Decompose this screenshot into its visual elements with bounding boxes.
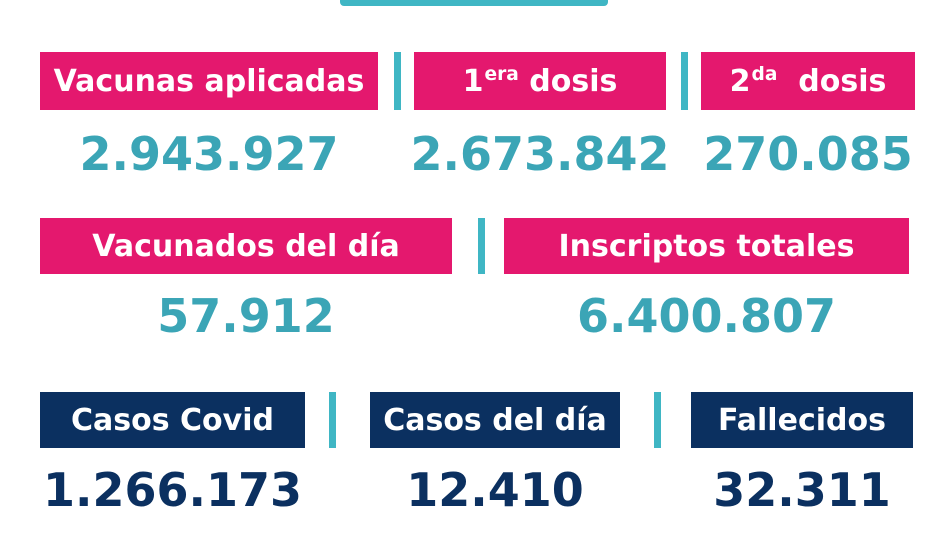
inscriptos-totales-value: 6.400.807 xyxy=(577,289,836,343)
segunda-dosis-number: 2 xyxy=(729,63,751,99)
primera-dosis-sup: era xyxy=(484,64,519,85)
inscriptos-totales-label-text: Inscriptos totales xyxy=(558,228,855,264)
separator xyxy=(329,392,336,448)
segunda-dosis-value: 270.085 xyxy=(703,127,913,181)
separator xyxy=(478,218,485,274)
casos-covid-value: 1.266.173 xyxy=(43,463,302,517)
vacunas-aplicadas-label: Vacunas aplicadas xyxy=(40,52,378,110)
vacunados-del-dia-label-text: Vacunados del día xyxy=(92,228,400,264)
vacunados-del-dia-label: Vacunados del día xyxy=(40,218,452,274)
casos-del-dia-label: Casos del día xyxy=(370,392,620,448)
inscriptos-totales-label: Inscriptos totales xyxy=(504,218,909,274)
separator xyxy=(681,52,688,110)
casos-covid-label-text: Casos Covid xyxy=(71,402,274,438)
casos-del-dia-value: 12.410 xyxy=(406,463,584,517)
fallecidos-label-text: Fallecidos xyxy=(718,402,886,438)
casos-covid-label: Casos Covid xyxy=(40,392,305,448)
fallecidos-label: Fallecidos xyxy=(691,392,913,448)
casos-del-dia-label-text: Casos del día xyxy=(383,402,607,438)
header-accent-bar xyxy=(340,0,608,6)
primera-dosis-value: 2.673.842 xyxy=(410,127,670,181)
separator xyxy=(654,392,661,448)
vacunas-aplicadas-label-text: Vacunas aplicadas xyxy=(53,63,365,99)
primera-dosis-number: 1 xyxy=(462,63,484,99)
fallecidos-value: 32.311 xyxy=(713,463,891,517)
vacunas-aplicadas-value: 2.943.927 xyxy=(79,127,339,181)
segunda-dosis-sup: da xyxy=(751,64,778,85)
primera-dosis-label: 1 era dosis xyxy=(414,52,666,110)
segunda-dosis-label: 2 da dosis xyxy=(701,52,915,110)
vacunados-del-dia-value: 57.912 xyxy=(157,289,335,343)
separator xyxy=(394,52,401,110)
segunda-dosis-text: dosis xyxy=(777,63,887,99)
primera-dosis-text: dosis xyxy=(518,63,618,99)
